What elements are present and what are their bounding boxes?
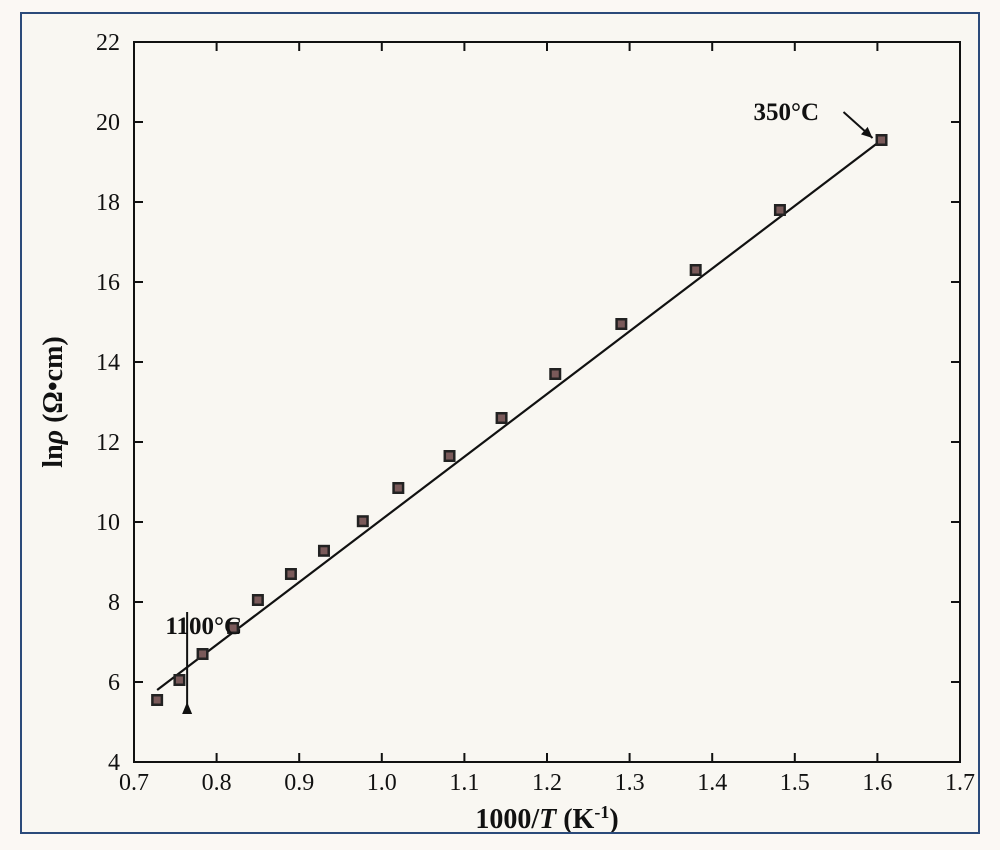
x-tick-label: 1.1 bbox=[449, 770, 479, 796]
figure-frame: 0.7 0.8 0.9 1.0 1.1 1.2 1.3 1.4 1.5 1.6 1.7 4 6 8 10 12… bbox=[20, 12, 980, 834]
x-tick-label: 1.5 bbox=[780, 770, 810, 796]
y-tick-label: 12 bbox=[96, 430, 120, 456]
y-tick-label: 8 bbox=[108, 590, 120, 616]
x-tick-label: 1.4 bbox=[697, 770, 727, 796]
arrhenius-plot: 0.7 0.8 0.9 1.0 1.1 1.2 1.3 1.4 1.5 1.6 1.7 4 6 8 10 12… bbox=[22, 14, 978, 832]
y-tick-label: 20 bbox=[96, 110, 120, 136]
y-axis-title: lnρ (Ω•cm) bbox=[38, 336, 69, 467]
x-tick-label: 0.7 bbox=[119, 770, 149, 796]
x-tick-label: 1.3 bbox=[615, 770, 645, 796]
y-tick-label: 4 bbox=[108, 750, 120, 776]
y-tick-label: 16 bbox=[96, 270, 120, 296]
y-tick-label: 14 bbox=[96, 350, 120, 376]
annotation-low-temp: 1100°C bbox=[165, 613, 242, 640]
y-tick-label: 22 bbox=[96, 30, 120, 56]
y-tick-label: 6 bbox=[108, 670, 120, 696]
x-tick-label: 0.9 bbox=[284, 770, 314, 796]
linear-fit-line bbox=[157, 140, 881, 690]
x-tick-label: 1.6 bbox=[862, 770, 892, 796]
arrow-up-icon bbox=[182, 702, 192, 714]
y-tick-label: 18 bbox=[96, 190, 120, 216]
annotation-high-temp: 350°C bbox=[754, 99, 820, 126]
y-tick-label: 10 bbox=[96, 510, 120, 536]
x-tick-label: 1.7 bbox=[945, 770, 975, 796]
x-tick-label: 0.8 bbox=[202, 770, 232, 796]
x-tick-label: 1.2 bbox=[532, 770, 562, 796]
x-axis-title: 1000/T (K-1) bbox=[475, 802, 618, 832]
x-tick-label: 1.0 bbox=[367, 770, 397, 796]
